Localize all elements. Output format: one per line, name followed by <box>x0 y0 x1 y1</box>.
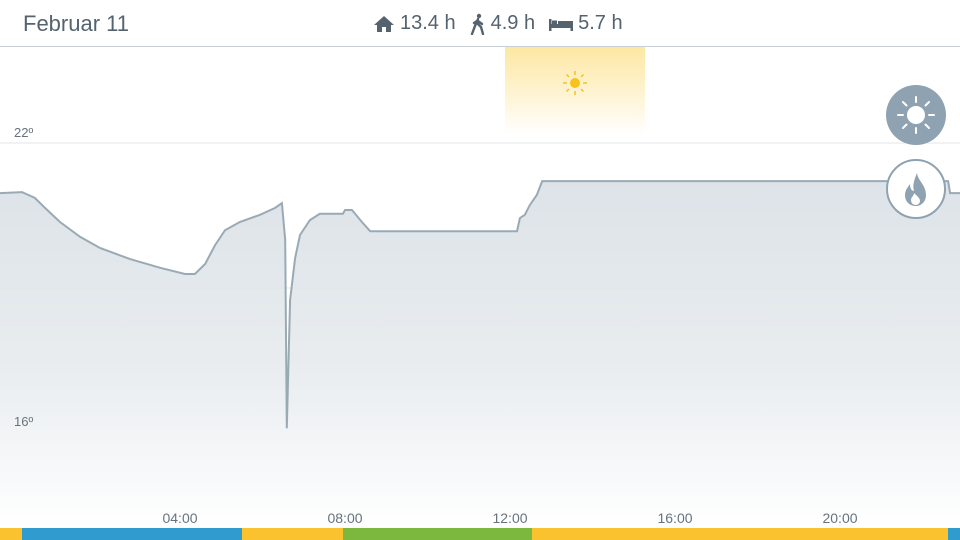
x-label-1600: 16:00 <box>657 510 693 526</box>
sleep-stat: 5.7 h <box>549 12 623 35</box>
mode-segment-sleep <box>22 528 242 540</box>
mode-segment-home <box>242 528 343 540</box>
x-label-1200: 12:00 <box>492 510 528 526</box>
x-label-0400: 04:00 <box>162 510 198 526</box>
x-label-0800: 08:00 <box>327 510 363 526</box>
bed-icon <box>549 18 574 31</box>
home-duration: 13.4 h <box>400 12 456 34</box>
away-stat: 4.9 h <box>470 12 535 35</box>
heating-button[interactable] <box>886 159 946 219</box>
mode-segment-home <box>532 528 948 540</box>
y-label-22: 22º <box>14 125 34 140</box>
date-title: Februar 11 <box>23 11 129 36</box>
sun-icon <box>897 96 935 134</box>
mode-segment-home <box>0 528 22 540</box>
away-duration: 4.9 h <box>490 12 536 34</box>
mode-segment-sleep <box>948 528 960 540</box>
walking-icon <box>470 13 484 35</box>
temperature-area <box>0 181 960 528</box>
mode-stats: 13.4 h 4.9 h 5.7 h <box>373 12 637 35</box>
home-stat: 13.4 h <box>373 12 456 35</box>
header: Februar 11 13.4 h 4.9 h 5.7 h <box>0 0 960 47</box>
flame-icon <box>905 173 926 206</box>
y-label-16: 16º <box>14 414 34 429</box>
temperature-line <box>0 180 960 429</box>
sun-icon <box>563 71 587 95</box>
mode-segment-away <box>343 528 532 540</box>
sun-button[interactable] <box>886 85 946 145</box>
home-icon <box>374 15 394 32</box>
sleep-duration: 5.7 h <box>578 12 623 34</box>
x-label-2000: 20:00 <box>822 510 858 526</box>
